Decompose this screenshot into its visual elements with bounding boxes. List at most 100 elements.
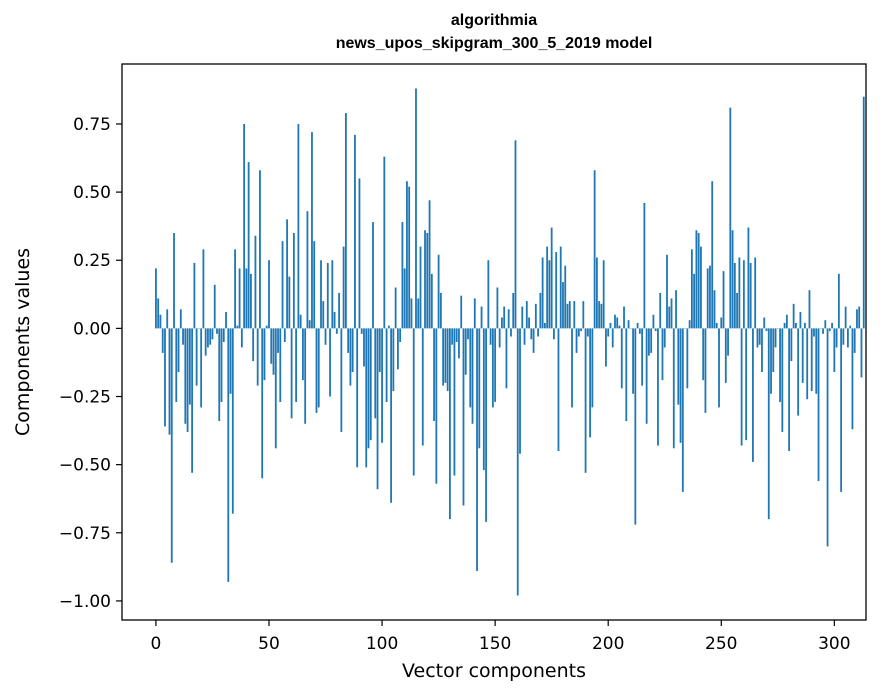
bar: [381, 328, 383, 443]
bar: [385, 328, 388, 402]
bar: [335, 328, 338, 334]
bar: [168, 328, 171, 435]
bar: [731, 230, 734, 329]
bar: [415, 88, 417, 329]
bar: [749, 262, 752, 329]
bar: [356, 328, 359, 468]
bar: [747, 227, 750, 329]
bar: [539, 292, 542, 329]
bar: [688, 320, 691, 329]
bar: [690, 249, 693, 329]
bar: [677, 328, 680, 405]
bar: [801, 328, 804, 383]
bar: [774, 328, 777, 348]
bar: [349, 328, 352, 386]
bar: [638, 328, 641, 334]
bar: [166, 309, 169, 329]
bar: [645, 328, 648, 424]
bar: [243, 123, 246, 329]
bar: [193, 262, 196, 329]
bar: [213, 284, 216, 329]
bar: [207, 328, 209, 348]
bar: [202, 249, 205, 329]
bar: [315, 328, 318, 413]
bar: [453, 328, 456, 476]
y-tick-label: 0.50: [73, 183, 111, 203]
bar: [810, 328, 813, 392]
bar: [322, 301, 325, 329]
bar: [706, 268, 709, 329]
bar: [428, 200, 431, 329]
bar: [292, 232, 295, 329]
bar: [514, 140, 517, 329]
bar: [433, 328, 435, 422]
bar: [756, 328, 759, 348]
bar: [607, 328, 610, 337]
bar: [354, 134, 356, 329]
bar: [478, 328, 481, 449]
bar: [220, 328, 223, 402]
bar: [781, 328, 784, 432]
bar: [157, 298, 160, 329]
bar: [482, 328, 485, 471]
bar: [736, 292, 739, 329]
bar: [761, 328, 763, 372]
bar: [351, 328, 354, 372]
bar: [480, 306, 483, 329]
bar: [700, 246, 702, 329]
bar: [709, 265, 711, 329]
plot-frame: [121, 63, 867, 621]
bar: [856, 309, 858, 329]
bar: [489, 328, 492, 345]
bar: [849, 325, 852, 329]
bar: [283, 328, 286, 342]
bar: [179, 309, 182, 329]
chart-subtitle: news_upos_skipgram_300_5_2019 model: [335, 35, 653, 52]
bar: [222, 328, 225, 342]
bar: [363, 328, 365, 367]
bar: [279, 328, 282, 402]
bar: [847, 328, 849, 348]
bar: [593, 170, 596, 329]
bar: [860, 328, 863, 378]
bar: [277, 328, 279, 353]
x-tick-label: 50: [258, 634, 280, 654]
bar: [704, 328, 707, 413]
bar: [783, 322, 786, 329]
bar: [460, 295, 463, 329]
bar: [342, 246, 345, 329]
bar: [188, 328, 191, 405]
bar: [770, 328, 772, 394]
bar: [272, 328, 275, 375]
bar: [742, 260, 745, 329]
bar: [256, 328, 259, 386]
bar: [347, 328, 350, 353]
bar: [550, 227, 553, 329]
bar: [288, 276, 291, 329]
bar: [444, 328, 447, 383]
bar: [333, 312, 336, 329]
bar: [824, 320, 827, 329]
y-tick-label: 0.75: [73, 115, 111, 135]
y-axis-ticks: −1.00 −0.75 −0.50 −0.25 0.00 0.25 0.50 0.75: [59, 115, 122, 612]
bar: [831, 322, 833, 329]
bar: [659, 292, 662, 329]
bar: [632, 328, 634, 394]
bar: [758, 328, 761, 345]
y-axis-label: Components values: [12, 248, 34, 436]
bar: [842, 328, 845, 345]
bar: [182, 328, 184, 345]
bar: [600, 303, 603, 329]
bar: [274, 328, 277, 449]
bar: [693, 273, 696, 329]
bar: [161, 328, 164, 353]
bar: [616, 317, 619, 329]
bar: [516, 328, 519, 596]
bar: [313, 241, 316, 329]
bar: [261, 328, 264, 479]
bar: [740, 328, 743, 446]
bar: [358, 178, 361, 329]
bar: [785, 314, 788, 329]
bar: [396, 328, 399, 370]
